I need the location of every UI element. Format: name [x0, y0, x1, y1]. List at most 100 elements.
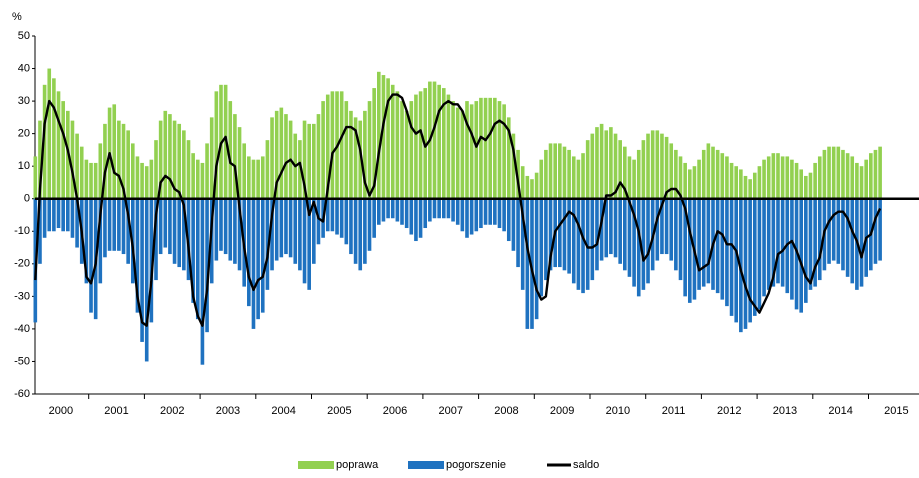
bar: [117, 120, 121, 199]
bar: [130, 143, 135, 199]
bar: [794, 162, 799, 199]
bar: [878, 198, 882, 261]
bar: [720, 153, 725, 199]
bar: [558, 143, 562, 199]
bar: [441, 198, 446, 219]
bar: [298, 198, 302, 271]
bar: [270, 117, 274, 199]
bar: [363, 198, 367, 264]
bar: [474, 198, 479, 232]
bar: [455, 107, 460, 199]
bar: [725, 156, 729, 199]
bar: [154, 140, 158, 199]
bar: [502, 198, 506, 232]
bar: [776, 198, 780, 284]
bar: [158, 198, 163, 255]
bar: [808, 172, 813, 199]
bar: [674, 149, 678, 199]
bar: [743, 198, 748, 329]
bar: [771, 153, 776, 199]
bar: [302, 198, 307, 284]
bar: [660, 198, 664, 255]
bar: [474, 101, 479, 199]
bar: [544, 198, 548, 281]
bar: [711, 146, 715, 199]
bar: [237, 127, 242, 199]
bar: [363, 110, 367, 199]
bar: [841, 198, 845, 271]
bar: [353, 198, 358, 264]
bar: [233, 198, 237, 264]
bar: [581, 198, 585, 294]
bar: [117, 198, 121, 251]
bar: [177, 198, 182, 268]
bar: [112, 198, 117, 251]
x-tick-label: 2012: [717, 405, 741, 417]
bar: [386, 78, 390, 199]
bar: [195, 159, 200, 199]
bar: [214, 198, 219, 261]
bar: [697, 198, 701, 290]
bar: [330, 198, 335, 232]
bar: [312, 123, 316, 199]
bar: [274, 110, 279, 199]
bar: [869, 153, 873, 199]
bar: [534, 198, 539, 320]
bar: [715, 198, 720, 294]
x-tick-label: 2013: [773, 405, 797, 417]
bar: [279, 198, 284, 258]
bar: [209, 117, 214, 199]
bar: [288, 198, 293, 258]
bar: [808, 198, 813, 290]
bar: [135, 198, 140, 313]
bar: [455, 198, 460, 225]
bar: [748, 179, 752, 199]
bar: [850, 198, 855, 284]
bar: [748, 198, 752, 323]
bar: [144, 166, 149, 199]
bar: [520, 166, 525, 199]
y-tick-label: -30: [14, 290, 30, 302]
bar: [56, 91, 61, 199]
bar: [715, 149, 720, 199]
bar: [683, 198, 687, 297]
y-tick-label: -20: [14, 258, 30, 270]
bar: [404, 198, 409, 229]
bar: [460, 198, 465, 232]
bar: [729, 162, 734, 199]
bar: [609, 127, 613, 199]
bar: [381, 198, 386, 222]
bar: [400, 198, 404, 225]
bar: [674, 198, 678, 271]
bar: [641, 140, 646, 199]
bar: [149, 198, 154, 323]
legend-label: saldo: [573, 459, 599, 471]
bar: [325, 94, 330, 199]
bar: [646, 198, 650, 284]
bar: [414, 94, 418, 199]
bar: [144, 198, 149, 362]
x-tick-label: 2014: [828, 405, 852, 417]
bar: [321, 101, 325, 199]
bar: [878, 146, 882, 199]
y-unit: %: [12, 11, 22, 23]
bar: [553, 143, 557, 199]
bar: [785, 156, 790, 199]
bar: [353, 117, 358, 199]
bar: [618, 198, 622, 264]
bar: [725, 198, 729, 307]
bar: [293, 198, 298, 264]
bar: [460, 110, 465, 199]
bar: [493, 198, 497, 225]
bar: [757, 198, 762, 310]
bar: [437, 84, 441, 199]
bar: [502, 104, 506, 199]
bar: [571, 156, 576, 199]
y-tick-label: 30: [18, 95, 30, 107]
bar: [423, 198, 428, 229]
bar: [581, 153, 585, 199]
bar: [855, 162, 859, 199]
bar: [307, 198, 311, 290]
bar: [567, 149, 571, 199]
bar: [511, 198, 516, 251]
